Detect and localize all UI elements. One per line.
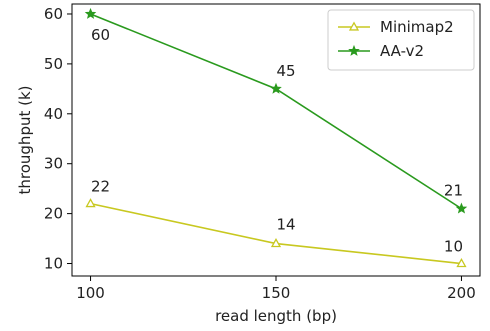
x-axis-label: read length (bp)	[215, 307, 337, 325]
data-label: 14	[276, 216, 295, 234]
x-tick-label: 150	[262, 284, 291, 302]
data-label: 21	[444, 182, 463, 200]
data-label: 45	[276, 62, 295, 80]
legend-item: Minimap2	[338, 18, 454, 36]
series-line	[90, 202, 462, 265]
legend-label: AA-v2	[380, 42, 424, 60]
legend-label: Minimap2	[380, 18, 454, 36]
y-tick-label: 20	[44, 205, 63, 223]
data-point	[84, 7, 97, 19]
data-point	[455, 202, 468, 214]
data-point	[85, 198, 96, 208]
triangle-marker-icon	[348, 21, 360, 31]
series-aa-v2: 60 45 21	[84, 7, 468, 214]
data-label: 10	[444, 238, 463, 256]
x-tick-label: 100	[76, 284, 105, 302]
legend-item: AA-v2	[338, 42, 424, 60]
chart-marks: 22 14 10 60 45 21	[84, 7, 468, 268]
data-point	[270, 238, 282, 248]
data-point	[270, 82, 282, 94]
series-minimap2: 22 14 10	[85, 178, 467, 268]
star-marker-icon	[348, 44, 360, 56]
axes: 100 150 200 10 20 30 40 50 60 read length (bp) thr…	[16, 5, 476, 325]
y-tick-label: 50	[44, 55, 63, 73]
x-tick-label: 200	[447, 284, 476, 302]
y-axis-label: throughput (k)	[16, 85, 34, 194]
y-tick-label: 60	[44, 5, 63, 23]
data-label: 22	[91, 178, 110, 196]
y-tick-label: 30	[44, 155, 63, 173]
legend: Minimap2 AA-v2	[327, 9, 475, 71]
data-point	[456, 257, 467, 268]
data-label: 60	[91, 26, 110, 44]
y-tick-label: 10	[44, 255, 63, 273]
legend-box	[327, 9, 475, 71]
y-tick-label: 40	[44, 105, 63, 123]
